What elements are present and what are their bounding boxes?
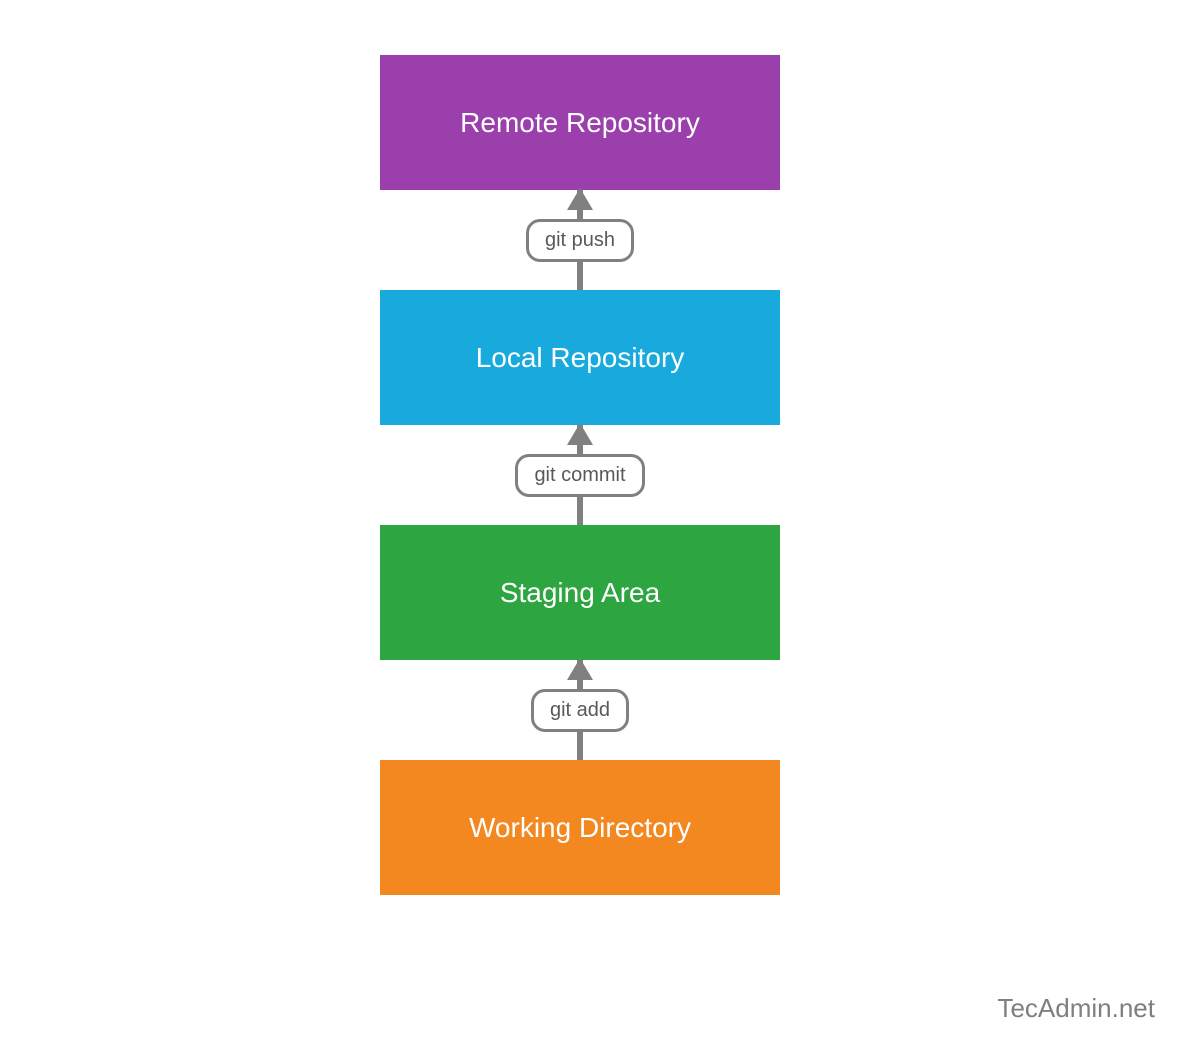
- command-pill-add: git add: [531, 689, 629, 732]
- command-label: git add: [550, 699, 610, 721]
- node-remote-repository: Remote Repository: [380, 55, 780, 190]
- arrow-head-icon: [567, 423, 593, 445]
- arrow-head-icon: [567, 658, 593, 680]
- git-workflow-diagram: Remote Repository git push Local Reposit…: [380, 55, 780, 895]
- command-label: git push: [545, 229, 615, 251]
- connector-push: git push: [380, 190, 780, 290]
- command-pill-push: git push: [526, 219, 634, 262]
- node-label: Staging Area: [500, 577, 660, 609]
- command-label: git commit: [534, 464, 625, 486]
- node-label: Working Directory: [469, 812, 691, 844]
- node-label: Local Repository: [476, 342, 685, 374]
- watermark-label: TecAdmin.net: [997, 993, 1155, 1023]
- watermark-text: TecAdmin.net: [997, 993, 1155, 1024]
- node-staging-area: Staging Area: [380, 525, 780, 660]
- connector-add: git add: [380, 660, 780, 760]
- arrow-head-icon: [567, 188, 593, 210]
- node-local-repository: Local Repository: [380, 290, 780, 425]
- command-pill-commit: git commit: [515, 454, 644, 497]
- node-label: Remote Repository: [460, 107, 700, 139]
- node-working-directory: Working Directory: [380, 760, 780, 895]
- connector-commit: git commit: [380, 425, 780, 525]
